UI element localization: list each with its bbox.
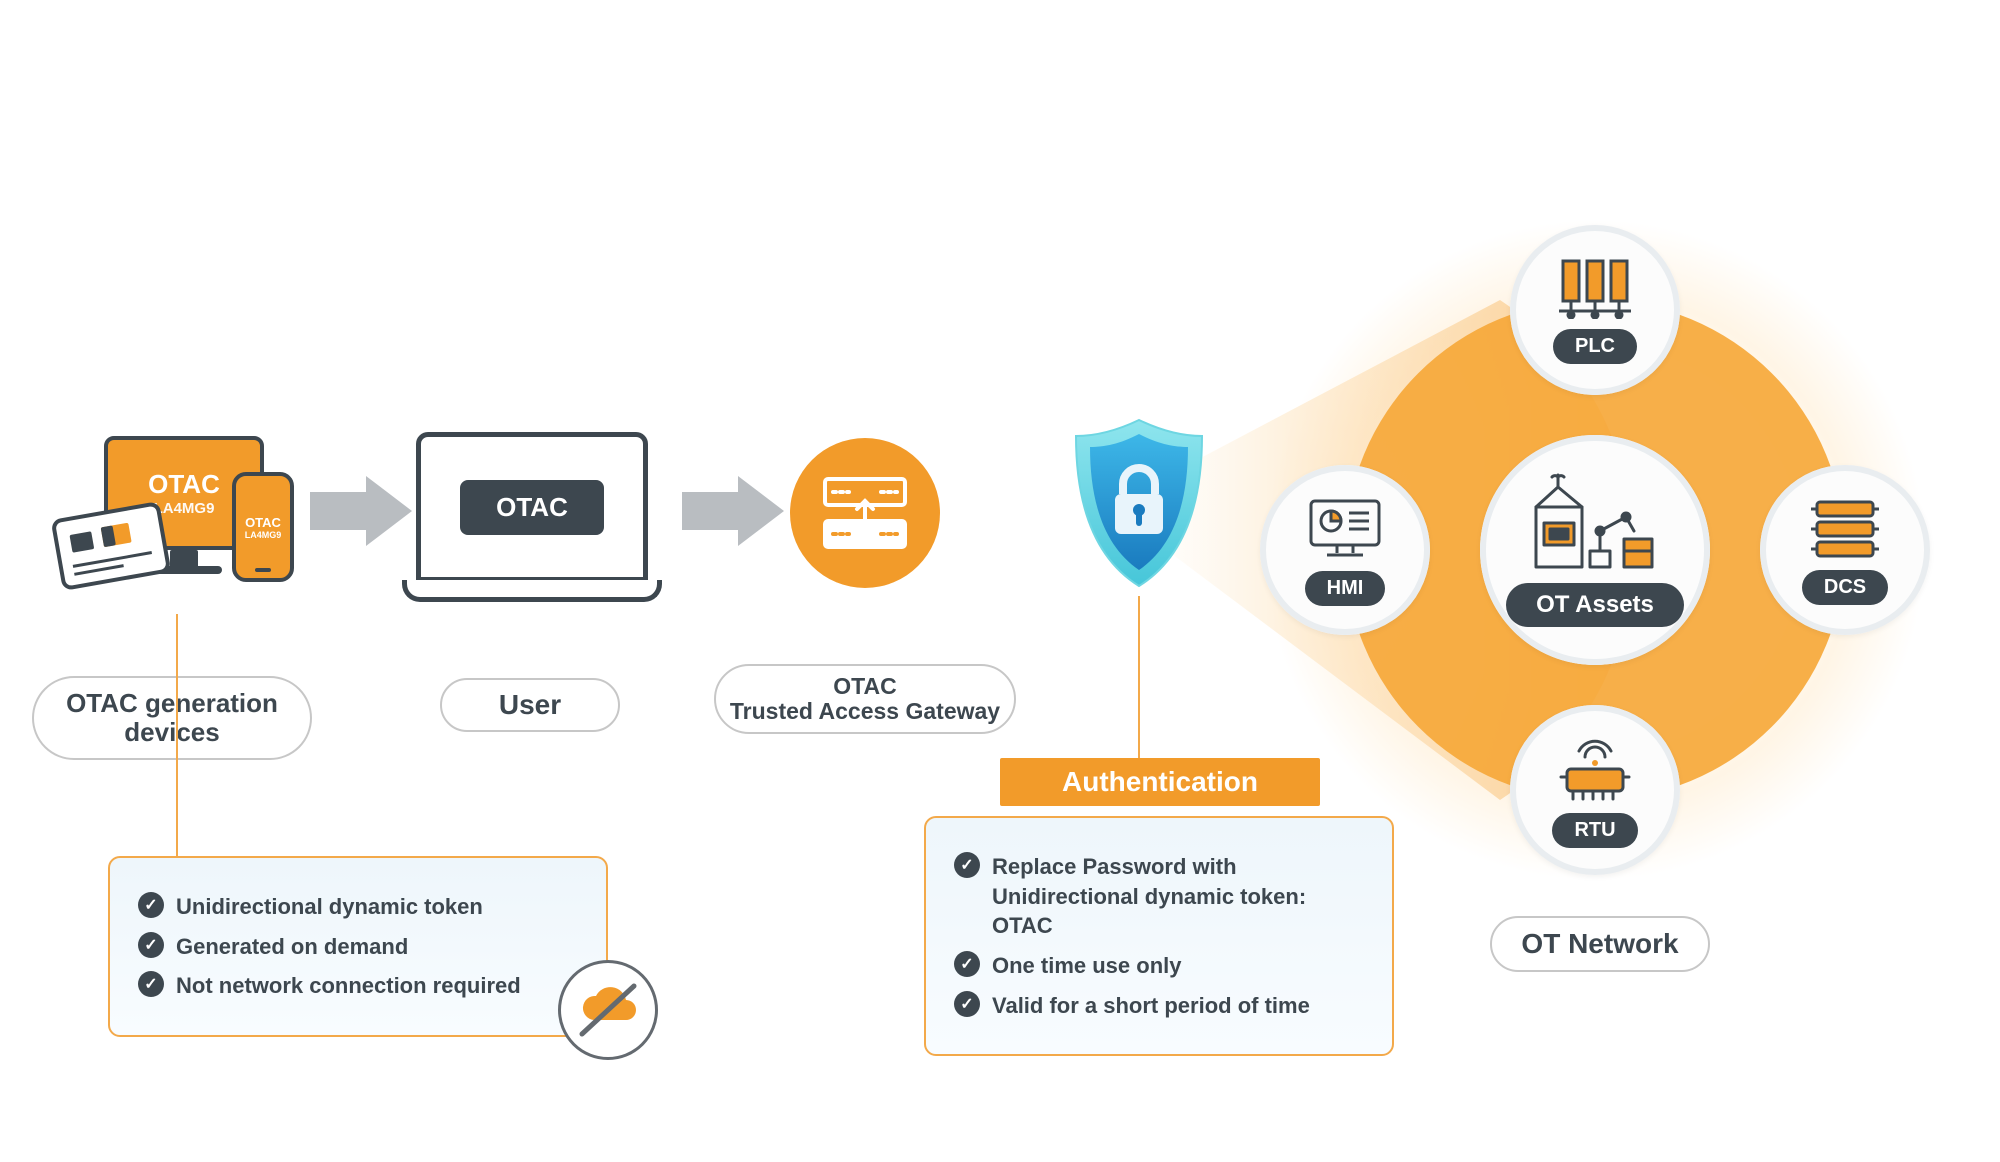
diagram-canvas: OT Assets PLC — [0, 0, 2000, 1162]
gateway-pill: OTAC Trusted Access Gateway — [714, 664, 1016, 734]
plc-label: PLC — [1553, 329, 1637, 364]
ot-assets-label: OT Assets — [1506, 583, 1684, 627]
monitor-otac: OTAC — [148, 469, 220, 500]
phone-device: OTAC LA4MG9 — [232, 472, 294, 582]
phone-otac: OTAC — [245, 515, 281, 530]
info-left-row-1: ✓ Generated on demand — [138, 932, 578, 962]
flow-arrow-2 — [678, 472, 788, 550]
info-right-row-0: ✓ Replace Password with Unidirectional d… — [954, 852, 1364, 941]
card-device — [51, 501, 172, 591]
check-icon: ✓ — [954, 852, 980, 878]
info-left-text-0: Unidirectional dynamic token — [176, 892, 483, 922]
info-right-text-2: Valid for a short period of time — [992, 991, 1310, 1021]
phone-code: LA4MG9 — [245, 530, 282, 540]
laptop-user: OTAC — [416, 432, 648, 602]
info-right-text-0: Replace Password with Unidirectional dyn… — [992, 852, 1364, 941]
auth-header: Authentication — [1000, 758, 1320, 806]
ot-node-plc: PLC — [1510, 225, 1680, 395]
info-right-row-1: ✓ One time use only — [954, 951, 1364, 981]
ot-node-rtu: RTU — [1510, 705, 1680, 875]
user-pill: User — [440, 678, 620, 732]
flow-arrow-1 — [306, 472, 416, 550]
ot-node-dcs: DCS — [1760, 465, 1930, 635]
gateway-pill-line2: Trusted Access Gateway — [730, 699, 1000, 724]
info-left-row-2: ✓ Not network connection required — [138, 971, 578, 1001]
laptop-otac-badge: OTAC — [460, 480, 604, 535]
ot-network-text: OT Network — [1521, 928, 1678, 960]
gateway-pill-line1: OTAC — [833, 674, 896, 699]
info-left-row-0: ✓ Unidirectional dynamic token — [138, 892, 578, 922]
gateway-circle — [790, 438, 940, 588]
gateway-icon — [815, 469, 915, 557]
devices-pill: OTAC generation devices — [32, 676, 312, 760]
rtu-icon — [1553, 733, 1637, 803]
plc-icon — [1555, 257, 1635, 319]
hmi-label: HMI — [1305, 571, 1386, 606]
info-left-text-2: Not network connection required — [176, 971, 521, 1001]
dcs-label: DCS — [1802, 570, 1888, 605]
ot-center-node: OT Assets — [1480, 435, 1710, 665]
ot-node-hmi: HMI — [1260, 465, 1430, 635]
dcs-icon — [1807, 496, 1883, 560]
info-box-left: ✓ Unidirectional dynamic token ✓ Generat… — [108, 856, 608, 1037]
connector-right — [1138, 596, 1140, 760]
info-right-text-1: One time use only — [992, 951, 1182, 981]
shield-icon — [1064, 414, 1214, 594]
monitor-code: LA4MG9 — [154, 500, 215, 517]
devices-pill-line2: devices — [124, 718, 219, 747]
check-icon: ✓ — [138, 892, 164, 918]
devices-pill-line1: OTAC generation — [66, 689, 278, 718]
connector-left — [176, 614, 178, 858]
info-right-row-2: ✓ Valid for a short period of time — [954, 991, 1364, 1021]
info-left-text-1: Generated on demand — [176, 932, 408, 962]
hmi-icon — [1303, 495, 1387, 561]
user-pill-text: User — [499, 689, 561, 721]
check-icon: ✓ — [138, 932, 164, 958]
ot-network-pill: OT Network — [1490, 916, 1710, 972]
rtu-label: RTU — [1552, 813, 1637, 848]
factory-icon — [1530, 473, 1660, 573]
check-icon: ✓ — [954, 951, 980, 977]
check-icon: ✓ — [138, 971, 164, 997]
no-cloud-icon — [558, 960, 658, 1060]
auth-header-text: Authentication — [1062, 766, 1258, 798]
info-box-right: ✓ Replace Password with Unidirectional d… — [924, 816, 1394, 1056]
check-icon: ✓ — [954, 991, 980, 1017]
